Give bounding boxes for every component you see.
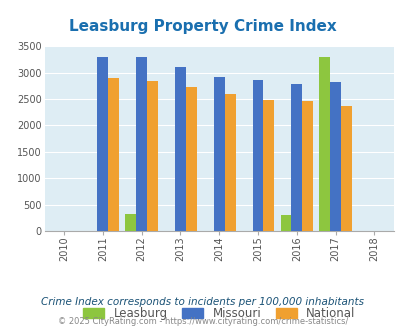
Bar xyxy=(185,87,196,231)
Bar xyxy=(147,81,158,231)
Legend: Leasburg, Missouri, National: Leasburg, Missouri, National xyxy=(83,307,355,320)
Bar xyxy=(319,57,329,231)
Bar xyxy=(125,214,136,231)
Bar xyxy=(213,77,224,231)
Bar xyxy=(136,57,147,231)
Bar xyxy=(329,82,340,231)
Bar xyxy=(252,80,263,231)
Bar xyxy=(175,67,185,231)
Bar xyxy=(340,106,351,231)
Text: © 2025 CityRating.com - https://www.cityrating.com/crime-statistics/: © 2025 CityRating.com - https://www.city… xyxy=(58,317,347,326)
Bar xyxy=(97,57,108,231)
Text: Crime Index corresponds to incidents per 100,000 inhabitants: Crime Index corresponds to incidents per… xyxy=(41,297,364,307)
Bar xyxy=(280,214,291,231)
Bar xyxy=(301,101,312,231)
Bar xyxy=(108,78,119,231)
Bar xyxy=(291,84,301,231)
Bar xyxy=(224,94,235,231)
Bar xyxy=(263,100,274,231)
Text: Leasburg Property Crime Index: Leasburg Property Crime Index xyxy=(69,19,336,34)
